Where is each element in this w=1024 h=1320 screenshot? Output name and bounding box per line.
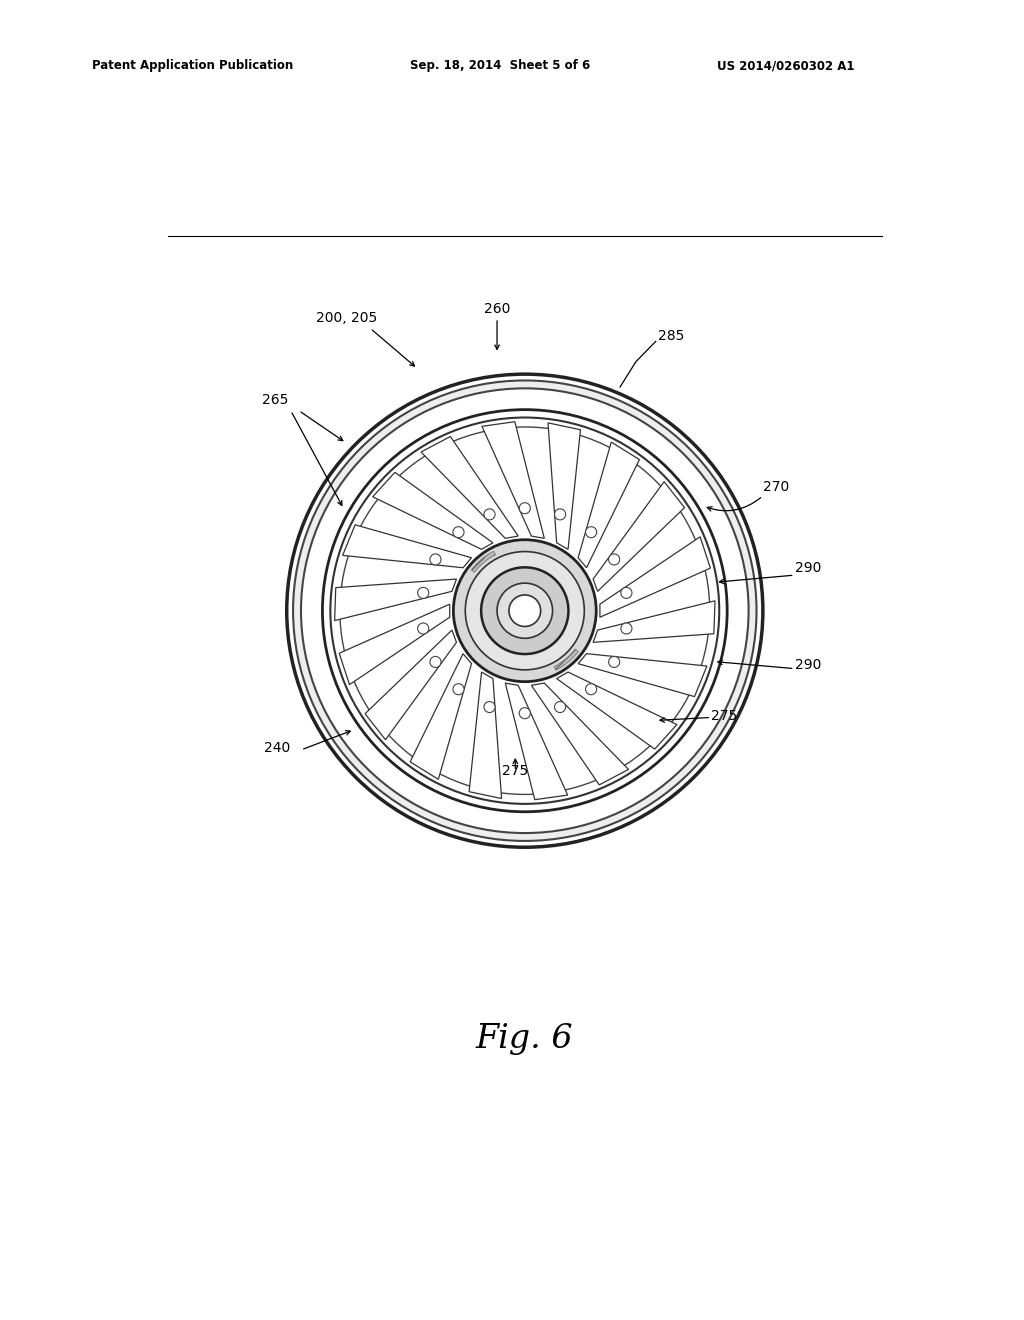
Text: 270: 270: [763, 479, 790, 494]
Polygon shape: [593, 482, 684, 591]
Ellipse shape: [555, 701, 565, 713]
Ellipse shape: [621, 587, 632, 598]
Polygon shape: [471, 552, 496, 573]
Ellipse shape: [484, 508, 495, 520]
Ellipse shape: [323, 409, 727, 812]
Ellipse shape: [555, 508, 565, 520]
Ellipse shape: [509, 595, 541, 627]
Ellipse shape: [453, 684, 464, 694]
Ellipse shape: [497, 583, 553, 639]
Ellipse shape: [586, 684, 597, 694]
Polygon shape: [593, 601, 715, 643]
Ellipse shape: [484, 701, 495, 713]
Ellipse shape: [454, 540, 596, 681]
Text: 285: 285: [658, 330, 684, 343]
Text: 200, 205: 200, 205: [315, 312, 377, 325]
Polygon shape: [335, 579, 457, 620]
Polygon shape: [505, 682, 567, 800]
Ellipse shape: [621, 623, 632, 634]
Ellipse shape: [418, 587, 429, 598]
Ellipse shape: [586, 527, 597, 537]
Ellipse shape: [430, 554, 441, 565]
Ellipse shape: [293, 380, 757, 841]
Polygon shape: [554, 649, 579, 671]
Polygon shape: [343, 525, 471, 568]
Polygon shape: [579, 442, 639, 568]
Ellipse shape: [481, 568, 568, 655]
Polygon shape: [339, 605, 450, 685]
Polygon shape: [482, 421, 545, 539]
Ellipse shape: [418, 623, 429, 634]
Polygon shape: [531, 682, 629, 785]
Ellipse shape: [608, 656, 620, 668]
Text: Fig. 6: Fig. 6: [476, 1023, 573, 1055]
Ellipse shape: [287, 374, 763, 847]
Text: 290: 290: [795, 561, 821, 576]
Ellipse shape: [331, 417, 719, 804]
Text: 260: 260: [483, 302, 510, 315]
Polygon shape: [469, 672, 502, 799]
Text: 275: 275: [502, 764, 528, 779]
Polygon shape: [557, 672, 677, 748]
Ellipse shape: [519, 503, 530, 513]
Ellipse shape: [430, 656, 441, 668]
Ellipse shape: [608, 554, 620, 565]
Polygon shape: [579, 653, 707, 697]
Ellipse shape: [340, 426, 710, 795]
Polygon shape: [373, 473, 493, 549]
Text: Patent Application Publication: Patent Application Publication: [92, 59, 294, 73]
Text: US 2014/0260302 A1: US 2014/0260302 A1: [717, 59, 854, 73]
Ellipse shape: [519, 708, 530, 718]
Ellipse shape: [465, 552, 585, 669]
Ellipse shape: [453, 527, 464, 537]
Polygon shape: [548, 422, 581, 549]
Polygon shape: [366, 630, 457, 739]
Polygon shape: [600, 537, 711, 618]
Polygon shape: [411, 653, 471, 779]
Ellipse shape: [301, 388, 749, 833]
Text: 265: 265: [261, 393, 288, 408]
Text: 290: 290: [795, 657, 821, 672]
Polygon shape: [421, 437, 518, 539]
Text: Sep. 18, 2014  Sheet 5 of 6: Sep. 18, 2014 Sheet 5 of 6: [410, 59, 590, 73]
Text: 240: 240: [264, 741, 291, 755]
Text: 275: 275: [712, 709, 737, 722]
